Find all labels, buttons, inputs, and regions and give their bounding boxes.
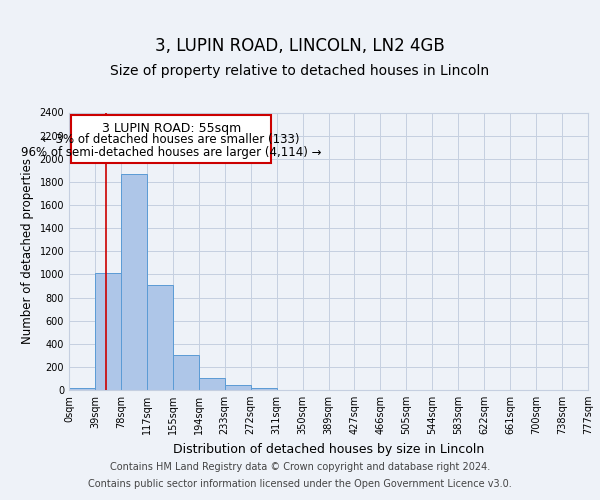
Bar	[199, 378, 224, 390]
Text: 3 LUPIN ROAD: 55sqm: 3 LUPIN ROAD: 55sqm	[101, 122, 241, 134]
Text: Contains public sector information licensed under the Open Government Licence v3: Contains public sector information licen…	[88, 479, 512, 489]
Text: ← 3% of detached houses are smaller (133): ← 3% of detached houses are smaller (133…	[43, 134, 300, 146]
Text: 3, LUPIN ROAD, LINCOLN, LN2 4GB: 3, LUPIN ROAD, LINCOLN, LN2 4GB	[155, 37, 445, 55]
Bar	[147, 285, 173, 390]
Bar	[69, 388, 95, 390]
Bar	[95, 273, 121, 390]
Text: Contains HM Land Registry data © Crown copyright and database right 2024.: Contains HM Land Registry data © Crown c…	[110, 462, 490, 472]
Text: 96% of semi-detached houses are larger (4,114) →: 96% of semi-detached houses are larger (…	[21, 146, 322, 159]
Bar	[71, 115, 271, 164]
Bar	[251, 388, 277, 390]
X-axis label: Distribution of detached houses by size in Lincoln: Distribution of detached houses by size …	[173, 442, 484, 456]
Text: Size of property relative to detached houses in Lincoln: Size of property relative to detached ho…	[110, 64, 490, 78]
Y-axis label: Number of detached properties: Number of detached properties	[21, 158, 34, 344]
Bar	[121, 174, 147, 390]
Bar	[173, 354, 199, 390]
Bar	[225, 386, 251, 390]
